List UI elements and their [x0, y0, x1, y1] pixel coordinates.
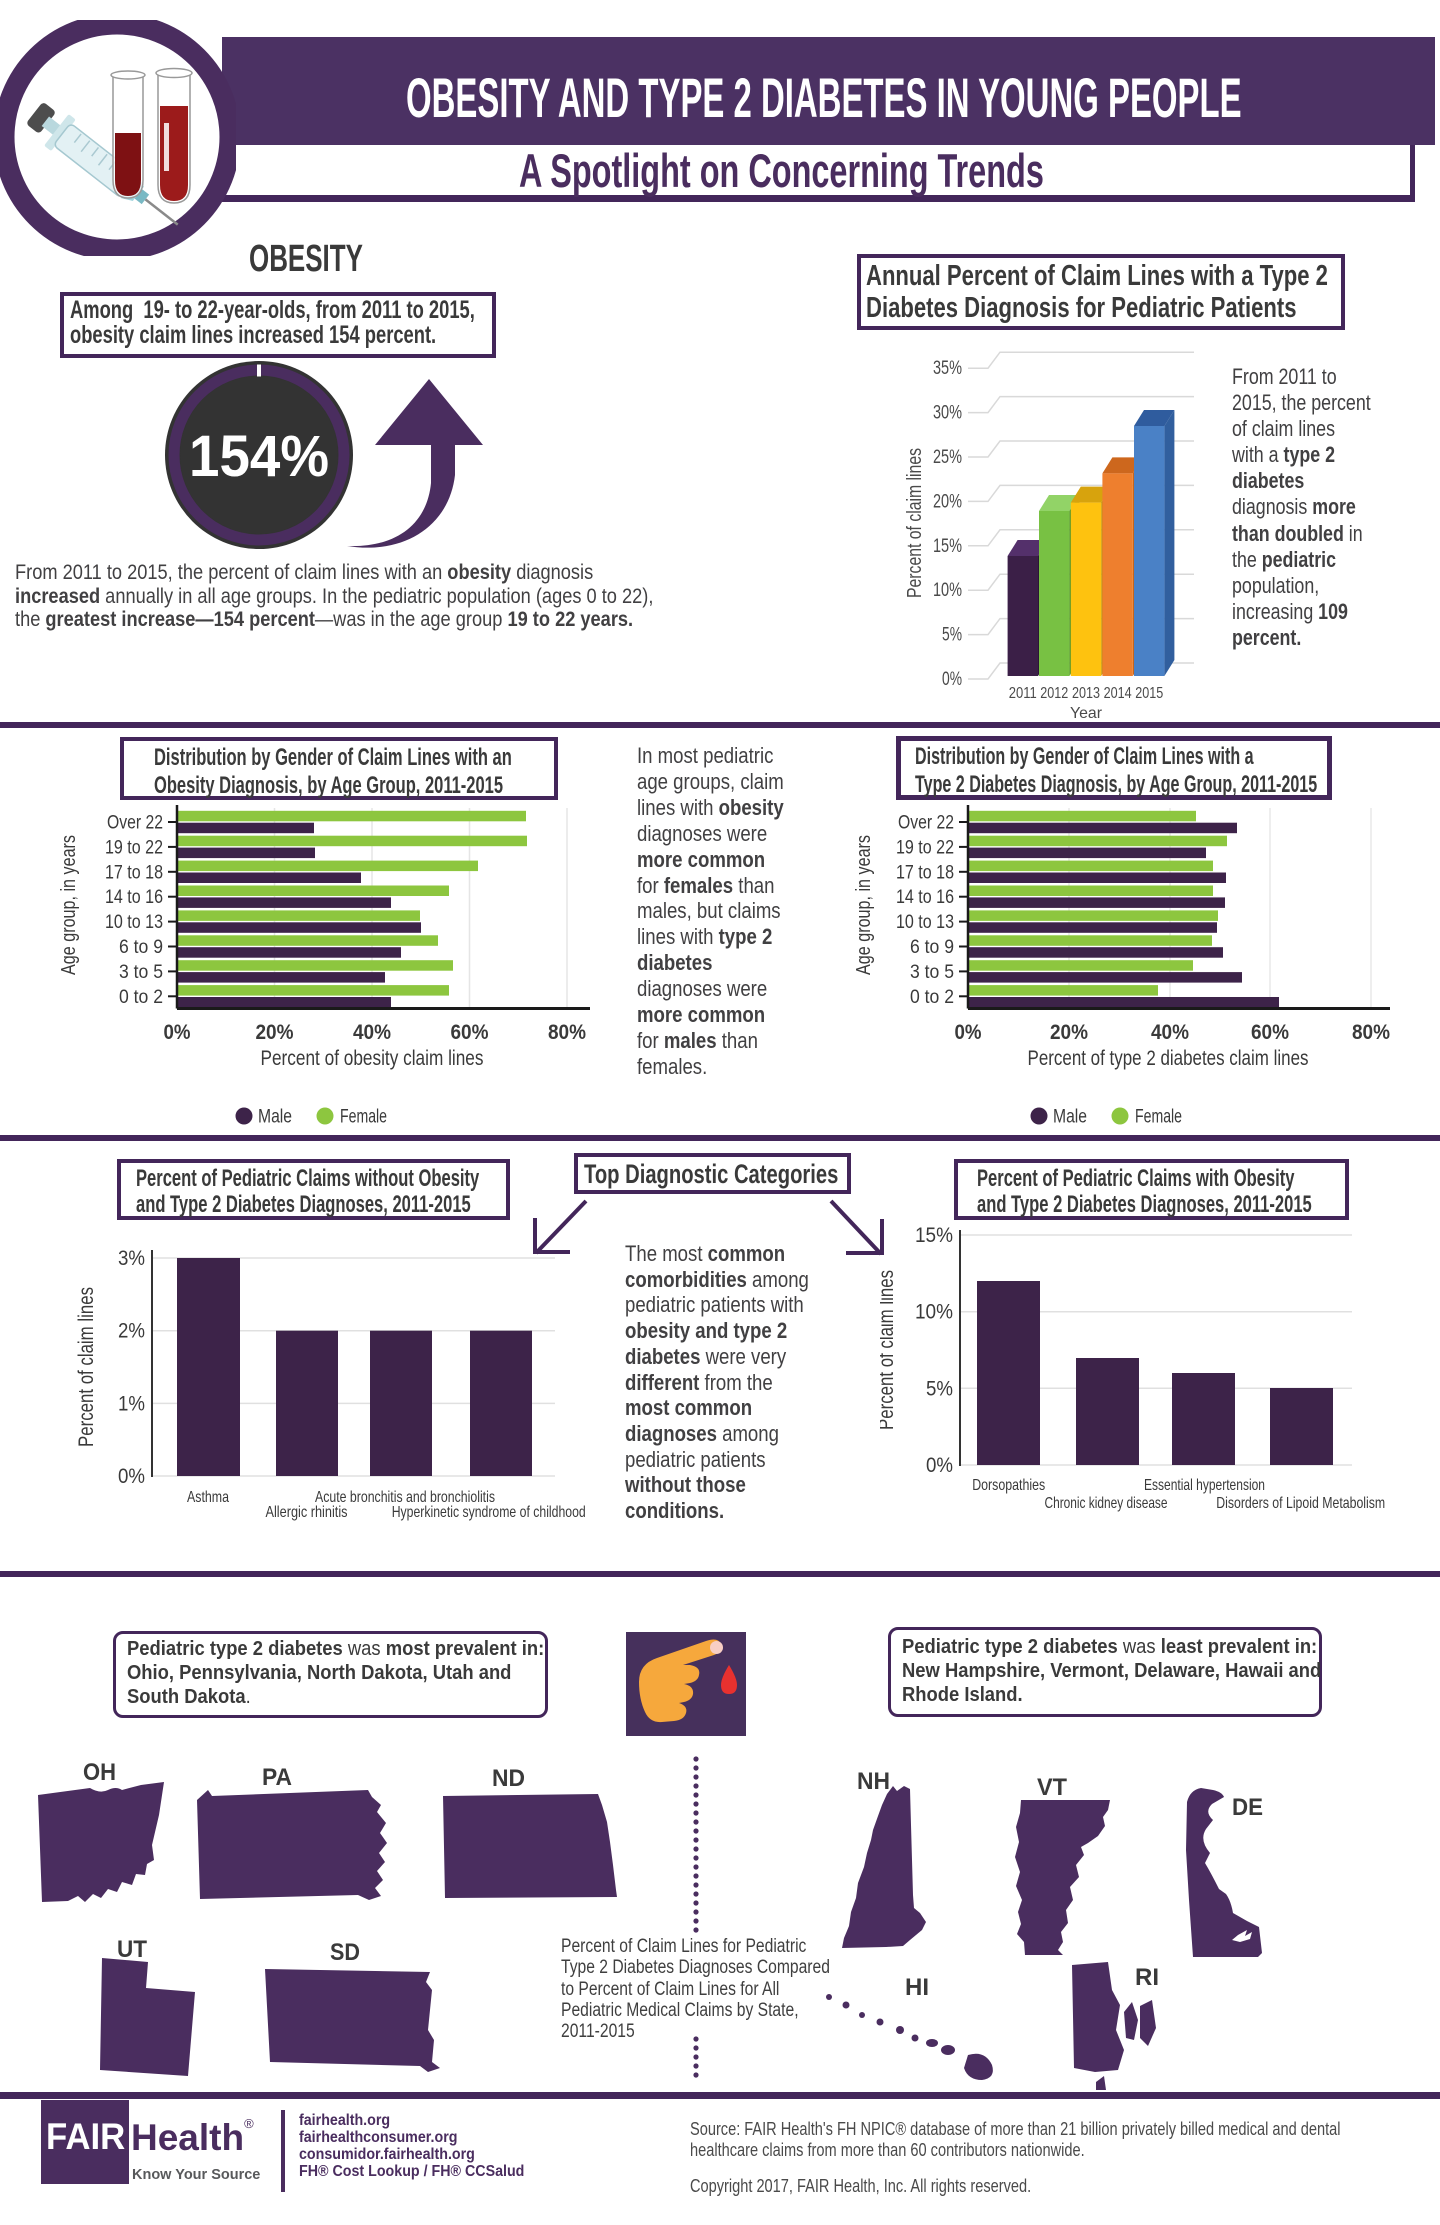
svg-text:35%: 35% — [933, 358, 962, 379]
svg-text:40%: 40% — [353, 1021, 391, 1044]
svg-text:2013: 2013 — [1072, 685, 1100, 702]
svg-text:14 to 16: 14 to 16 — [896, 887, 954, 908]
svg-text:Dorsopathies: Dorsopathies — [972, 1477, 1045, 1494]
svg-text:OH: OH — [83, 1759, 116, 1786]
svg-text:Acute bronchitis and bronchiol: Acute bronchitis and bronchiolitis — [315, 1489, 495, 1506]
svg-text:60%: 60% — [451, 1021, 489, 1044]
svg-text:Percent of type 2 diabetes cla: Percent of type 2 diabetes claim lines — [1028, 1047, 1309, 1070]
svg-text:20%: 20% — [933, 491, 962, 512]
svg-text:14 to 16: 14 to 16 — [105, 887, 163, 908]
svg-text:3 to 5: 3 to 5 — [910, 962, 954, 983]
svg-text:17 to 18: 17 to 18 — [105, 862, 163, 883]
svg-text:2011: 2011 — [1009, 685, 1037, 702]
svg-text:20%: 20% — [256, 1021, 294, 1044]
svg-text:Over 22: Over 22 — [898, 813, 954, 834]
svg-text:Disorders of Lipoid Metabolism: Disorders of Lipoid Metabolism — [1216, 1495, 1385, 1512]
svg-text:15%: 15% — [933, 536, 962, 557]
svg-text:10 to 13: 10 to 13 — [896, 912, 954, 933]
svg-text:Age group, in years: Age group, in years — [853, 835, 875, 975]
svg-text:Female: Female — [340, 1107, 387, 1128]
svg-text:Age group, in years: Age group, in years — [58, 835, 80, 975]
svg-text:80%: 80% — [1352, 1021, 1390, 1044]
svg-text:Chronic kidney disease: Chronic kidney disease — [1045, 1495, 1168, 1512]
svg-text:Hyperkinetic syndrome of child: Hyperkinetic syndrome of childhood — [392, 1504, 586, 1521]
svg-text:2015: 2015 — [1135, 685, 1163, 702]
svg-text:0%: 0% — [118, 1465, 145, 1488]
svg-text:UT: UT — [117, 1936, 147, 1963]
svg-text:1%: 1% — [118, 1392, 145, 1415]
svg-text:DE: DE — [1232, 1794, 1263, 1821]
svg-text:3%: 3% — [118, 1247, 145, 1270]
svg-text:NH: NH — [857, 1768, 890, 1795]
svg-text:Asthma: Asthma — [187, 1489, 229, 1506]
svg-text:80%: 80% — [548, 1021, 586, 1044]
svg-text:6 to 9: 6 to 9 — [119, 937, 163, 958]
svg-text:60%: 60% — [1251, 1021, 1289, 1044]
svg-text:Allergic rhinitis: Allergic rhinitis — [266, 1504, 348, 1521]
svg-text:Percent of claim lines: Percent of claim lines — [904, 448, 926, 598]
svg-text:Female: Female — [1135, 1107, 1182, 1128]
svg-text:HI: HI — [905, 1974, 929, 2001]
svg-text:Essential hypertension: Essential hypertension — [1144, 1477, 1265, 1494]
svg-text:2012: 2012 — [1040, 685, 1068, 702]
svg-text:10 to 13: 10 to 13 — [105, 912, 163, 933]
svg-text:0%: 0% — [955, 1021, 982, 1044]
svg-text:0%: 0% — [942, 669, 962, 690]
svg-text:Over 22: Over 22 — [107, 813, 163, 834]
svg-text:2014: 2014 — [1104, 685, 1132, 702]
svg-text:5%: 5% — [926, 1377, 953, 1400]
svg-text:Year: Year — [1070, 705, 1103, 722]
svg-text:VT: VT — [1037, 1774, 1067, 1801]
svg-text:17 to 18: 17 to 18 — [896, 862, 954, 883]
svg-text:19 to 22: 19 to 22 — [896, 837, 954, 858]
svg-text:SD: SD — [330, 1939, 360, 1966]
svg-text:0%: 0% — [926, 1454, 953, 1477]
svg-text:10%: 10% — [933, 580, 962, 601]
svg-text:Male: Male — [1053, 1107, 1087, 1128]
svg-text:Percent of claim lines: Percent of claim lines — [75, 1287, 98, 1447]
svg-text:0 to 2: 0 to 2 — [910, 987, 954, 1008]
svg-text:2%: 2% — [118, 1320, 145, 1343]
svg-text:25%: 25% — [933, 447, 962, 468]
svg-text:RI: RI — [1135, 1964, 1159, 1991]
svg-text:15%: 15% — [915, 1225, 953, 1247]
svg-text:40%: 40% — [1151, 1021, 1189, 1044]
svg-text:0 to 2: 0 to 2 — [119, 987, 163, 1008]
svg-text:10%: 10% — [915, 1301, 953, 1324]
svg-text:0%: 0% — [164, 1021, 191, 1044]
svg-text:Male: Male — [258, 1107, 292, 1128]
svg-text:Percent of claim lines: Percent of claim lines — [880, 1270, 898, 1430]
svg-text:30%: 30% — [933, 403, 962, 424]
svg-text:20%: 20% — [1050, 1021, 1088, 1044]
svg-text:3 to 5: 3 to 5 — [119, 962, 163, 983]
svg-text:19 to 22: 19 to 22 — [105, 837, 163, 858]
svg-text:PA: PA — [262, 1764, 292, 1791]
svg-text:5%: 5% — [942, 625, 962, 646]
svg-text:154%: 154% — [189, 424, 329, 489]
svg-text:ND: ND — [492, 1765, 525, 1792]
svg-text:6 to 9: 6 to 9 — [910, 937, 954, 958]
svg-text:Percent of obesity claim lines: Percent of obesity claim lines — [261, 1047, 484, 1070]
